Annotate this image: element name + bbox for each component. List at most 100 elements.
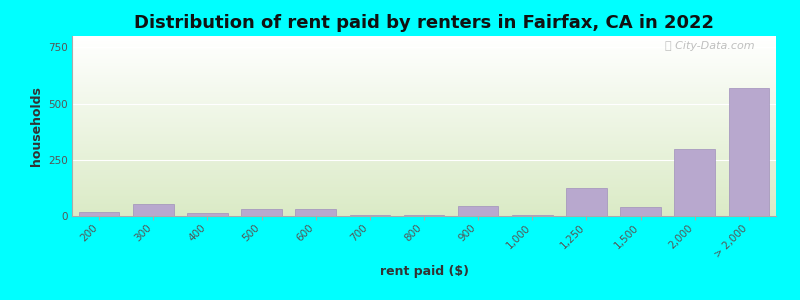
Bar bbox=[72, 143, 776, 144]
Bar bbox=[72, 67, 776, 68]
Bar bbox=[72, 65, 776, 66]
Bar bbox=[72, 69, 776, 70]
Bar bbox=[72, 177, 776, 178]
X-axis label: rent paid ($): rent paid ($) bbox=[379, 265, 469, 278]
Bar bbox=[72, 170, 776, 171]
Bar bbox=[187, 213, 228, 216]
Bar bbox=[72, 81, 776, 82]
Bar bbox=[72, 122, 776, 123]
Bar bbox=[72, 117, 776, 118]
Bar bbox=[72, 107, 776, 108]
Bar bbox=[674, 148, 715, 216]
Bar bbox=[72, 192, 776, 193]
Bar bbox=[72, 206, 776, 207]
Bar bbox=[72, 125, 776, 126]
Bar bbox=[72, 100, 776, 101]
Bar bbox=[72, 198, 776, 199]
Bar bbox=[72, 75, 776, 76]
Bar bbox=[72, 45, 776, 46]
Bar bbox=[72, 43, 776, 44]
Bar bbox=[72, 105, 776, 106]
Bar bbox=[72, 193, 776, 194]
Bar bbox=[72, 165, 776, 166]
Bar bbox=[72, 140, 776, 141]
Bar bbox=[72, 77, 776, 78]
Bar bbox=[72, 85, 776, 86]
Bar bbox=[72, 78, 776, 79]
Bar bbox=[72, 160, 776, 161]
Bar bbox=[72, 212, 776, 213]
Bar bbox=[72, 62, 776, 63]
Bar bbox=[72, 185, 776, 186]
Bar bbox=[72, 66, 776, 67]
Bar bbox=[72, 127, 776, 128]
Bar bbox=[72, 102, 776, 103]
Bar bbox=[72, 126, 776, 127]
Bar bbox=[72, 196, 776, 197]
Bar bbox=[72, 203, 776, 204]
Bar bbox=[72, 191, 776, 192]
Bar bbox=[72, 54, 776, 55]
Bar bbox=[72, 111, 776, 112]
Bar bbox=[72, 112, 776, 113]
Text: ⓘ City-Data.com: ⓘ City-Data.com bbox=[666, 41, 755, 51]
Bar bbox=[72, 160, 776, 161]
Bar bbox=[72, 47, 776, 48]
Bar bbox=[72, 162, 776, 163]
Bar bbox=[72, 63, 776, 64]
Bar bbox=[72, 183, 776, 184]
Bar bbox=[72, 118, 776, 119]
Bar bbox=[72, 101, 776, 102]
Bar bbox=[72, 135, 776, 136]
Bar bbox=[72, 124, 776, 125]
Bar bbox=[72, 172, 776, 173]
Bar bbox=[72, 139, 776, 140]
Bar bbox=[72, 133, 776, 134]
Bar bbox=[72, 110, 776, 111]
Bar bbox=[72, 113, 776, 114]
Bar bbox=[72, 176, 776, 177]
Bar bbox=[72, 76, 776, 77]
Bar bbox=[72, 171, 776, 172]
Bar bbox=[72, 150, 776, 151]
Bar bbox=[72, 50, 776, 51]
Bar bbox=[72, 95, 776, 96]
Bar bbox=[72, 159, 776, 160]
Bar bbox=[72, 40, 776, 41]
Bar bbox=[72, 106, 776, 107]
Bar bbox=[72, 115, 776, 116]
Bar bbox=[72, 154, 776, 155]
Bar bbox=[72, 90, 776, 91]
Bar bbox=[72, 46, 776, 47]
Bar bbox=[566, 188, 606, 216]
Bar bbox=[72, 92, 776, 93]
Bar bbox=[72, 37, 776, 38]
Bar bbox=[72, 188, 776, 189]
Bar bbox=[72, 87, 776, 88]
Bar bbox=[72, 57, 776, 58]
Bar bbox=[72, 157, 776, 158]
Y-axis label: households: households bbox=[30, 86, 42, 166]
Bar bbox=[72, 73, 776, 74]
Bar bbox=[72, 129, 776, 130]
Bar bbox=[72, 121, 776, 122]
Bar bbox=[72, 179, 776, 180]
Bar bbox=[404, 215, 444, 216]
Bar bbox=[72, 195, 776, 196]
Bar bbox=[72, 202, 776, 203]
Bar bbox=[72, 184, 776, 185]
Bar bbox=[72, 149, 776, 150]
Bar bbox=[72, 174, 776, 175]
Bar bbox=[72, 93, 776, 94]
Bar bbox=[72, 84, 776, 85]
Bar bbox=[72, 200, 776, 201]
Bar bbox=[72, 178, 776, 179]
Bar bbox=[72, 148, 776, 149]
Bar bbox=[72, 205, 776, 206]
Bar bbox=[72, 142, 776, 143]
Bar bbox=[72, 49, 776, 50]
Bar bbox=[512, 215, 553, 216]
Bar bbox=[72, 51, 776, 52]
Bar bbox=[72, 208, 776, 209]
Bar bbox=[72, 38, 776, 39]
